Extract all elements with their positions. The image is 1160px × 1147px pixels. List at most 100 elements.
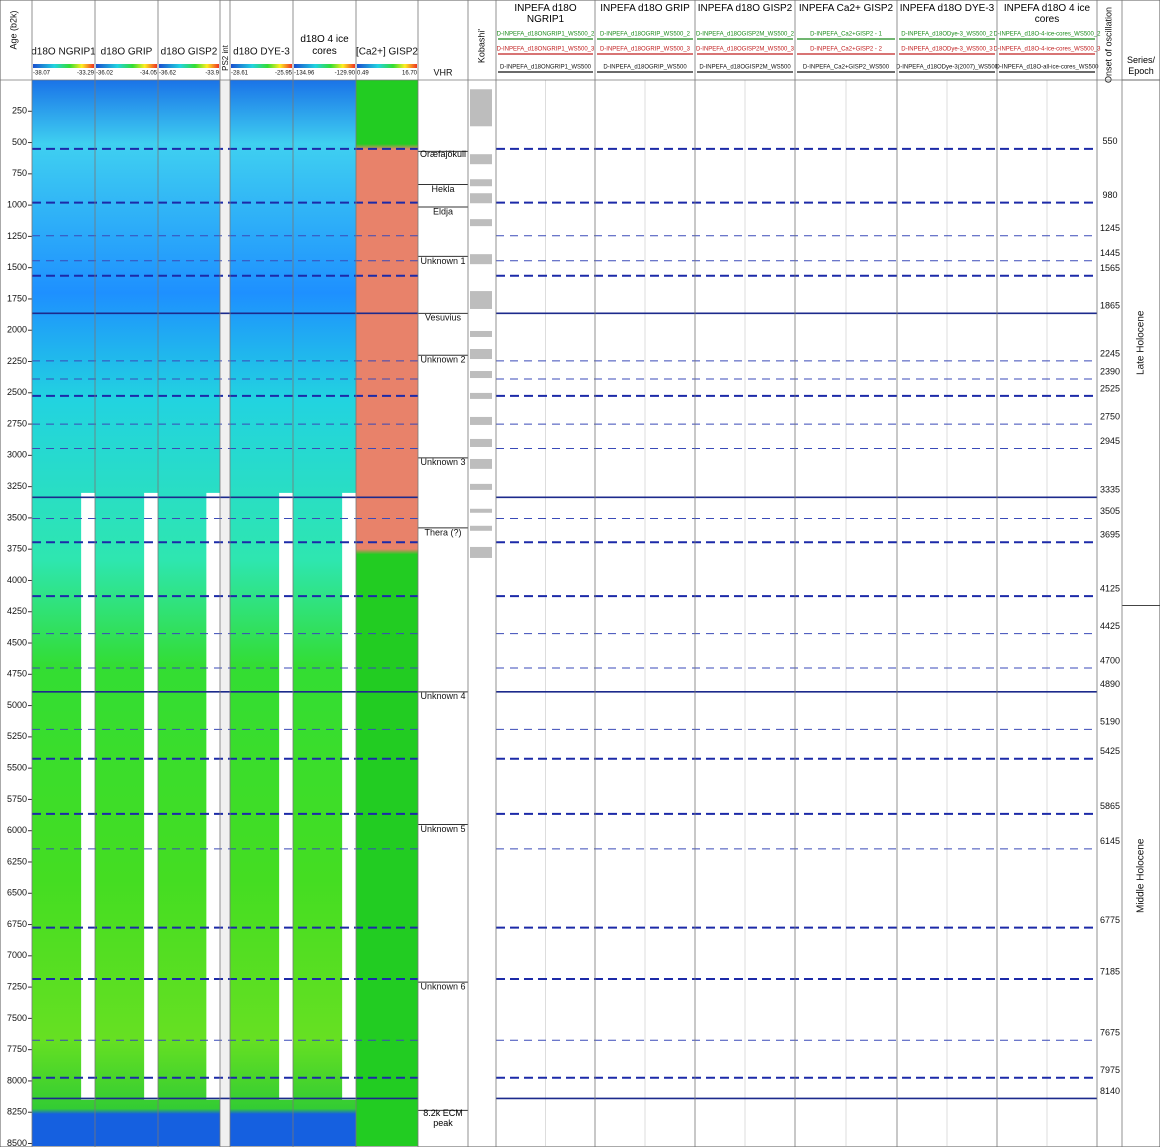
event-label: Oræfajökull: [419, 149, 466, 160]
onset-label: 2245: [1100, 348, 1120, 358]
age-tick-label: 6250: [7, 856, 27, 866]
epoch-label: Middle Holocene: [1136, 838, 1147, 913]
curve-name: D-INPEFA_d18O-4-ice-cores_WS500_2: [993, 32, 1101, 38]
onset-label: 4700: [1100, 655, 1120, 665]
onset-label: 3695: [1100, 530, 1120, 540]
age-tick-label: 7000: [7, 950, 27, 960]
axis-title: Age (b2k): [8, 10, 18, 49]
event-label: Hekla: [431, 184, 454, 194]
inpefa-title-box: INPEFA Ca2+ GISP2: [798, 3, 894, 14]
age-tick-label: 500: [12, 137, 27, 147]
inpefa-title-box: INPEFA d18O GISP2: [697, 3, 793, 14]
onset-label: 4425: [1100, 621, 1120, 631]
ps2-column: [220, 80, 230, 1146]
event-label: Eldja: [433, 206, 453, 216]
age-tick-label: 3250: [7, 481, 27, 491]
kobashi-block: [470, 179, 492, 187]
column-title: d18O DYE-3: [233, 47, 290, 58]
curve-name: D-INPEFA_d18OGRIP_WS500: [603, 65, 687, 71]
column-title: d18O 4 ice cores: [300, 34, 349, 57]
inpefa-title-box: INPEFA d18O GRIP: [600, 3, 689, 14]
onset-label: 7675: [1100, 1028, 1120, 1038]
color-scale: [33, 64, 94, 68]
epoch-label: Late Holocene: [1136, 310, 1147, 375]
curve-name: D-INPEFA_d18OGRIP_WS500_3: [600, 47, 691, 53]
kobashi-block: [470, 416, 492, 425]
curve-name: D-INPEFA_d18ODye-3_WS500_2: [901, 32, 993, 38]
age-tick-label: 4500: [7, 637, 27, 647]
curve-name: D-INPEFA_d18OGISP2M_WS500: [699, 65, 791, 71]
age-tick-label: 7750: [7, 1044, 27, 1054]
age-tick-label: 8500: [7, 1138, 27, 1147]
age-tick-label: 6500: [7, 888, 27, 898]
onset-label: 1565: [1100, 263, 1120, 273]
column-min: -38.07: [33, 71, 51, 77]
age-tick-label: 1000: [7, 199, 27, 209]
kobashi-title: Kobashi': [476, 29, 486, 64]
onset-label: 7975: [1100, 1065, 1120, 1075]
column-blank: [144, 492, 158, 1100]
column-max: -33.29: [77, 71, 95, 77]
color-scale: [231, 64, 292, 68]
onset-label: 980: [1102, 190, 1117, 200]
onset-label: 4890: [1100, 679, 1120, 689]
inpefa-title: INPEFA Ca2+ GISP2: [798, 3, 894, 14]
onset-label: 2945: [1100, 436, 1120, 446]
inpefa-title-box: INPEFA d18O 4 ice cores: [1003, 3, 1091, 25]
column-blank: [279, 492, 293, 1100]
kobashi-block: [470, 546, 492, 558]
column-max: -129.90: [335, 71, 356, 77]
color-scale: [96, 64, 157, 68]
column-max: 16.70: [402, 71, 418, 77]
vhr-title: VHR: [433, 67, 453, 77]
age-tick-label: 250: [12, 106, 27, 116]
age-tick-label: 7500: [7, 1013, 27, 1023]
onset-title: Onset of oscillation: [1103, 7, 1113, 83]
curve-name: D-INPEFA_d18ONGRIP1_WS500_2: [497, 32, 595, 38]
column-blank: [342, 492, 356, 1100]
age-tick-label: 6000: [7, 825, 27, 835]
inpefa-title: INPEFA d18O DYE-3: [899, 3, 995, 14]
inpefa-title: INPEFA d18O 4 ice cores: [1003, 3, 1091, 25]
age-tick-label: 1250: [7, 231, 27, 241]
color-scale: [294, 64, 355, 68]
onset-label: 3505: [1100, 506, 1120, 516]
age-tick-label: 3750: [7, 544, 27, 554]
age-tick-label: 4250: [7, 606, 27, 616]
curve-name: D-INPEFA_Ca2+GISP2 - 1: [810, 32, 883, 38]
age-tick-label: 8000: [7, 1075, 27, 1085]
column-title: [Ca2+] GISP2: [356, 47, 418, 58]
age-tick-label: 2000: [7, 325, 27, 335]
age-tick-label: 1750: [7, 293, 27, 303]
age-tick-label: 7250: [7, 981, 27, 991]
event-label-box: Oræfajökull: [419, 149, 466, 160]
age-tick-label: 3500: [7, 512, 27, 522]
kobashi-block: [470, 193, 492, 204]
onset-label: 2390: [1100, 366, 1120, 376]
inpefa-title: INPEFA d18O NGRIP1: [514, 3, 577, 25]
curve-name: D-INPEFA_Ca2+GISP2 - 2: [810, 47, 883, 53]
inpefa-title: INPEFA d18O GISP2: [697, 3, 793, 14]
kobashi-block: [470, 508, 492, 513]
age-tick-label: 3000: [7, 450, 27, 460]
event-label: Unknown 6: [420, 981, 465, 991]
kobashi-block: [470, 330, 492, 337]
column-max: -25.95: [275, 71, 293, 77]
onset-label: 4125: [1100, 583, 1120, 593]
age-tick-label: 2750: [7, 418, 27, 428]
color-scale: [159, 64, 219, 68]
age-tick-label: 4000: [7, 575, 27, 585]
curve-name: D-INPEFA_d18ONGRIP1_WS500: [500, 65, 592, 71]
onset-label: 7185: [1100, 966, 1120, 976]
age-tick-label: 4750: [7, 669, 27, 679]
event-label: Unknown 5: [420, 824, 465, 834]
kobashi-block: [470, 483, 492, 490]
color-scale: [357, 64, 417, 68]
age-tick-label: 5000: [7, 700, 27, 710]
onset-label: 3335: [1100, 485, 1120, 495]
curve-name: D-INPEFA_d18ODye-3_WS500_3: [901, 47, 993, 53]
column-max: -33.9: [205, 71, 219, 77]
age-tick-label: 6750: [7, 919, 27, 929]
event-label: Thera (?): [424, 527, 461, 537]
kobashi-block: [470, 458, 492, 469]
